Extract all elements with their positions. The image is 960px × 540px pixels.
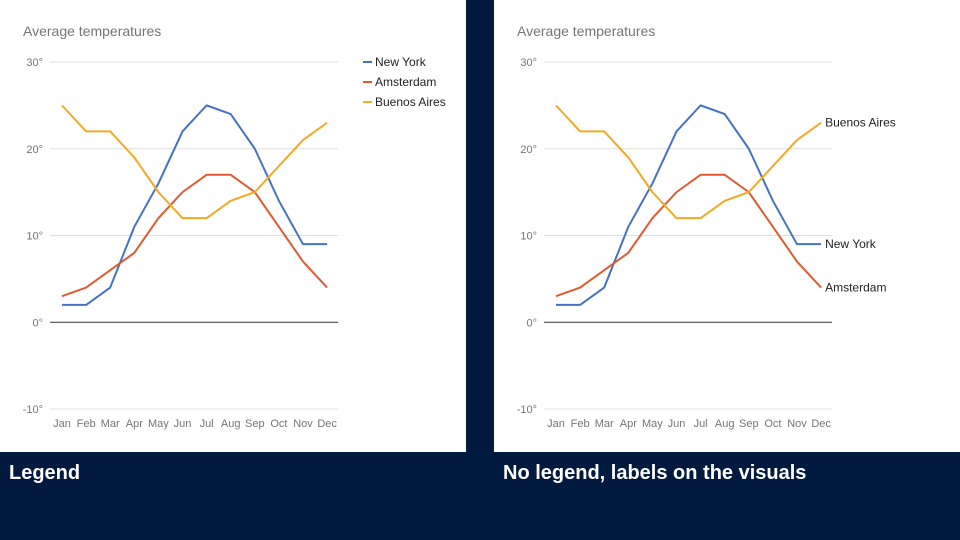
x-tick-label: Sep bbox=[245, 418, 265, 430]
x-tick-label: Nov bbox=[787, 418, 807, 430]
x-tick-label: May bbox=[148, 418, 169, 430]
x-tick-label: Jul bbox=[200, 418, 214, 430]
chart-title: Average temperatures bbox=[23, 23, 161, 39]
y-tick-label: 10° bbox=[26, 231, 43, 243]
x-tick-label: Jul bbox=[694, 418, 708, 430]
chart-title: Average temperatures bbox=[517, 23, 655, 39]
series-line-amsterdam bbox=[555, 173, 822, 298]
x-tick-label: Mar bbox=[101, 418, 120, 430]
series-line-buenos-aires bbox=[61, 104, 328, 220]
legend-entry-new-york: New York bbox=[375, 55, 427, 69]
caption-no-legend: No legend, labels on the visuals bbox=[503, 462, 807, 484]
x-tick-label: Jun bbox=[174, 418, 192, 430]
x-tick-label: Oct bbox=[764, 418, 781, 430]
x-tick-label: Dec bbox=[811, 418, 831, 430]
legend-entry-amsterdam: Amsterdam bbox=[375, 75, 436, 89]
series-label-amsterdam: Amsterdam bbox=[825, 281, 886, 295]
chart-panel-labels: Average temperatures 30° 20° 10° 0° -10° Jan Fe… bbox=[494, 0, 960, 452]
series-label-new-york: New York bbox=[825, 237, 877, 251]
x-tick-label: Apr bbox=[126, 418, 143, 430]
chart-panel-legend: Average temperatures 30° 20° 10° 0° -10° Jan Fe… bbox=[0, 0, 466, 452]
y-tick-label: 10° bbox=[520, 231, 537, 243]
y-tick-label: 30° bbox=[520, 57, 537, 69]
x-tick-label: Aug bbox=[715, 418, 735, 430]
series-line-amsterdam bbox=[61, 173, 328, 298]
x-tick-label: Aug bbox=[221, 418, 241, 430]
x-tick-label: Mar bbox=[595, 418, 614, 430]
series-line-new-york bbox=[62, 104, 328, 306]
x-tick-label: Nov bbox=[293, 418, 313, 430]
x-tick-label: Oct bbox=[270, 418, 287, 430]
y-tick-label: 0° bbox=[526, 317, 537, 329]
y-tick-label: 20° bbox=[26, 144, 43, 156]
chart-legend: Average temperatures 30° 20° 10° 0° -10° Jan Fe… bbox=[23, 23, 446, 430]
series-line-buenos-aires bbox=[555, 104, 822, 220]
series-label-buenos-aires: Buenos Aires bbox=[825, 116, 896, 130]
y-tick-label: -10° bbox=[23, 404, 43, 416]
y-tick-label: 0° bbox=[32, 317, 43, 329]
x-tick-label: Jan bbox=[547, 418, 565, 430]
x-tick-label: Jun bbox=[668, 418, 686, 430]
x-tick-label: May bbox=[642, 418, 663, 430]
x-tick-label: Feb bbox=[571, 418, 590, 430]
x-tick-label: Jan bbox=[53, 418, 71, 430]
x-tick-label: Sep bbox=[739, 418, 759, 430]
x-tick-label: Dec bbox=[317, 418, 337, 430]
legend-entry-buenos-aires: Buenos Aires bbox=[375, 95, 446, 109]
x-tick-label: Feb bbox=[77, 418, 96, 430]
y-tick-label: 20° bbox=[520, 144, 537, 156]
x-tick-label: Apr bbox=[620, 418, 637, 430]
y-tick-label: 30° bbox=[26, 57, 43, 69]
chart-direct-labels: Average temperatures 30° 20° 10° 0° -10° Jan Fe… bbox=[517, 23, 896, 430]
caption-legend: Legend bbox=[9, 462, 81, 484]
y-tick-label: -10° bbox=[517, 404, 537, 416]
series-line-new-york bbox=[556, 104, 822, 306]
